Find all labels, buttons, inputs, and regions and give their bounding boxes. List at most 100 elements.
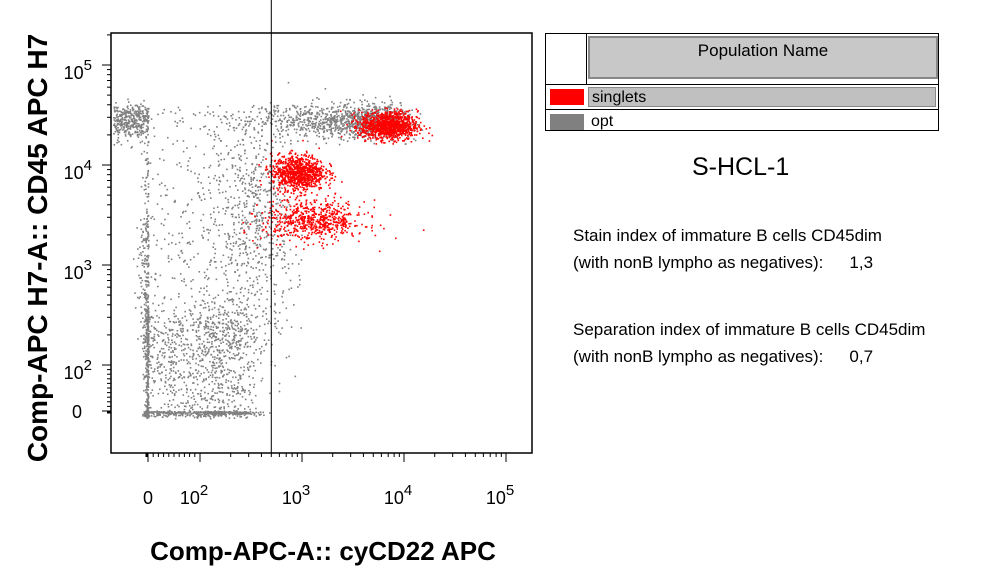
data-point [375, 107, 378, 110]
data-point [348, 133, 351, 135]
data-point [225, 415, 227, 418]
data-point [266, 143, 269, 145]
data-point [240, 321, 242, 323]
data-point [212, 388, 214, 390]
data-point [210, 371, 213, 374]
data-point [297, 117, 300, 120]
data-point [261, 345, 263, 348]
data-point [236, 309, 238, 312]
data-point [145, 363, 148, 365]
data-point [247, 318, 250, 320]
data-point [384, 108, 386, 110]
data-point [160, 364, 163, 366]
data-point [354, 113, 357, 116]
data-point [244, 192, 247, 194]
data-point [246, 120, 249, 123]
data-point [145, 350, 147, 352]
data-point [390, 99, 392, 102]
data-point [236, 320, 239, 323]
data-point [236, 269, 239, 271]
data-point [199, 412, 201, 414]
data-point [147, 301, 150, 303]
data-point [119, 128, 122, 131]
data-point [145, 137, 148, 139]
data-point [190, 374, 192, 377]
data-point [165, 411, 167, 414]
data-point [160, 379, 163, 382]
data-point [353, 114, 356, 117]
data-point [370, 140, 372, 142]
data-point [163, 411, 166, 413]
data-point [247, 262, 250, 265]
data-point [215, 339, 217, 341]
data-point [156, 341, 158, 344]
data-point [273, 106, 276, 109]
data-point [163, 325, 166, 327]
data-point [248, 125, 250, 127]
data-point [142, 230, 144, 233]
data-point [193, 411, 196, 413]
data-point [210, 259, 213, 262]
data-point [217, 294, 220, 296]
data-point [274, 364, 276, 367]
data-point [322, 108, 325, 111]
data-point [307, 118, 310, 120]
data-point [169, 361, 172, 363]
data-point [197, 370, 200, 373]
data-point [144, 180, 147, 183]
data-point [147, 254, 149, 257]
data-point [269, 254, 271, 256]
data-point [273, 234, 276, 236]
data-point [278, 390, 281, 393]
data-point [393, 141, 395, 143]
data-point [363, 111, 366, 113]
data-point [146, 334, 148, 336]
data-point [143, 334, 145, 337]
data-point [203, 167, 205, 169]
data-point [140, 335, 142, 337]
data-point [260, 256, 262, 259]
data-point [211, 343, 213, 345]
data-point [203, 386, 206, 389]
data-point [173, 389, 175, 391]
data-point [171, 341, 174, 344]
data-point [285, 108, 288, 110]
data-point [261, 315, 264, 317]
data-point [213, 350, 215, 353]
data-point [206, 411, 208, 413]
data-point [153, 234, 155, 237]
data-point [417, 110, 419, 112]
data-point [231, 387, 233, 389]
data-point [338, 128, 341, 130]
data-point [330, 108, 333, 110]
data-point [119, 120, 121, 123]
data-point [215, 411, 218, 413]
data-point [396, 117, 399, 119]
data-point [391, 117, 394, 119]
data-point [312, 99, 314, 101]
data-point [172, 329, 174, 331]
data-point [285, 356, 288, 359]
data-point [243, 242, 245, 245]
data-point [352, 120, 354, 122]
data-point [324, 88, 327, 90]
data-point [214, 218, 217, 221]
data-point [134, 292, 136, 294]
data-point [244, 398, 247, 401]
data-point [182, 121, 184, 123]
data-point [116, 109, 119, 112]
data-point [170, 413, 172, 415]
data-point [156, 203, 159, 205]
data-point [176, 333, 178, 335]
data-point [199, 321, 201, 323]
data-point [247, 297, 249, 300]
data-point [195, 321, 197, 323]
data-point [121, 113, 124, 116]
data-point [371, 125, 374, 128]
data-point [265, 342, 268, 345]
data-point [284, 220, 286, 223]
data-point [144, 260, 146, 262]
data-point [189, 389, 192, 391]
data-point [181, 349, 183, 352]
